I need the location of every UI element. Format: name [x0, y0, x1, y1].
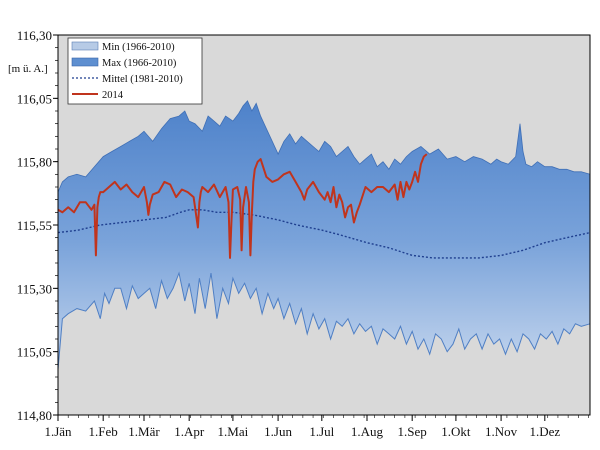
- series-2014-line: [57, 153, 428, 259]
- x-tick-label: 1.Aug: [351, 424, 384, 439]
- unit-label: [m ü. A.]: [8, 63, 48, 75]
- x-tick-label: 1.Dez: [529, 424, 560, 439]
- x-tick-label: 1.Sep: [398, 424, 427, 439]
- legend-label-min: Min (1966-2010): [102, 42, 175, 53]
- x-tick-label: 1.Jän: [44, 424, 72, 439]
- y-tick-label: 116,05: [17, 91, 52, 106]
- x-tick-label: 1.Jul: [309, 424, 334, 439]
- legend: Min (1966-2010) Max (1966-2010) Mittel (…: [67, 37, 203, 105]
- min-line: [57, 271, 591, 370]
- legend-label-mittel: Mittel (1981-2010): [102, 74, 183, 85]
- y-tick-label: 116,30: [17, 28, 52, 43]
- y-tick-label: 115,55: [17, 218, 52, 233]
- min-area: [58, 273, 590, 415]
- y-tick-label: 115,30: [17, 281, 52, 296]
- plot-area: [57, 35, 591, 416]
- x-tick-label: 1.Feb: [89, 424, 118, 439]
- legend-swatch-max: [71, 57, 99, 67]
- x-tick-label: 1.Mai: [218, 424, 249, 439]
- x-tick-label: 1.Okt: [441, 424, 471, 439]
- y-tick-label: 115,05: [17, 345, 52, 360]
- legend-label-max: Max (1966-2010): [102, 58, 177, 69]
- y-tick-label: 115,80: [17, 155, 52, 170]
- x-tick-label: 1.Nov: [485, 424, 518, 439]
- x-tick-label: 1.Jun: [264, 424, 292, 439]
- legend-swatch-min: [71, 41, 99, 51]
- legend-label-2014: 2014: [102, 90, 124, 101]
- x-tick-label: 1.Apr: [174, 424, 205, 439]
- x-tick-label: 1.Mär: [128, 424, 160, 439]
- mittel-line: [57, 209, 591, 259]
- max-line: [57, 100, 591, 193]
- y-tick-label: 114,80: [17, 408, 52, 423]
- axes: 116,30 116,05 115,80 115,55 115,30 115,05 114,…: [17, 28, 591, 439]
